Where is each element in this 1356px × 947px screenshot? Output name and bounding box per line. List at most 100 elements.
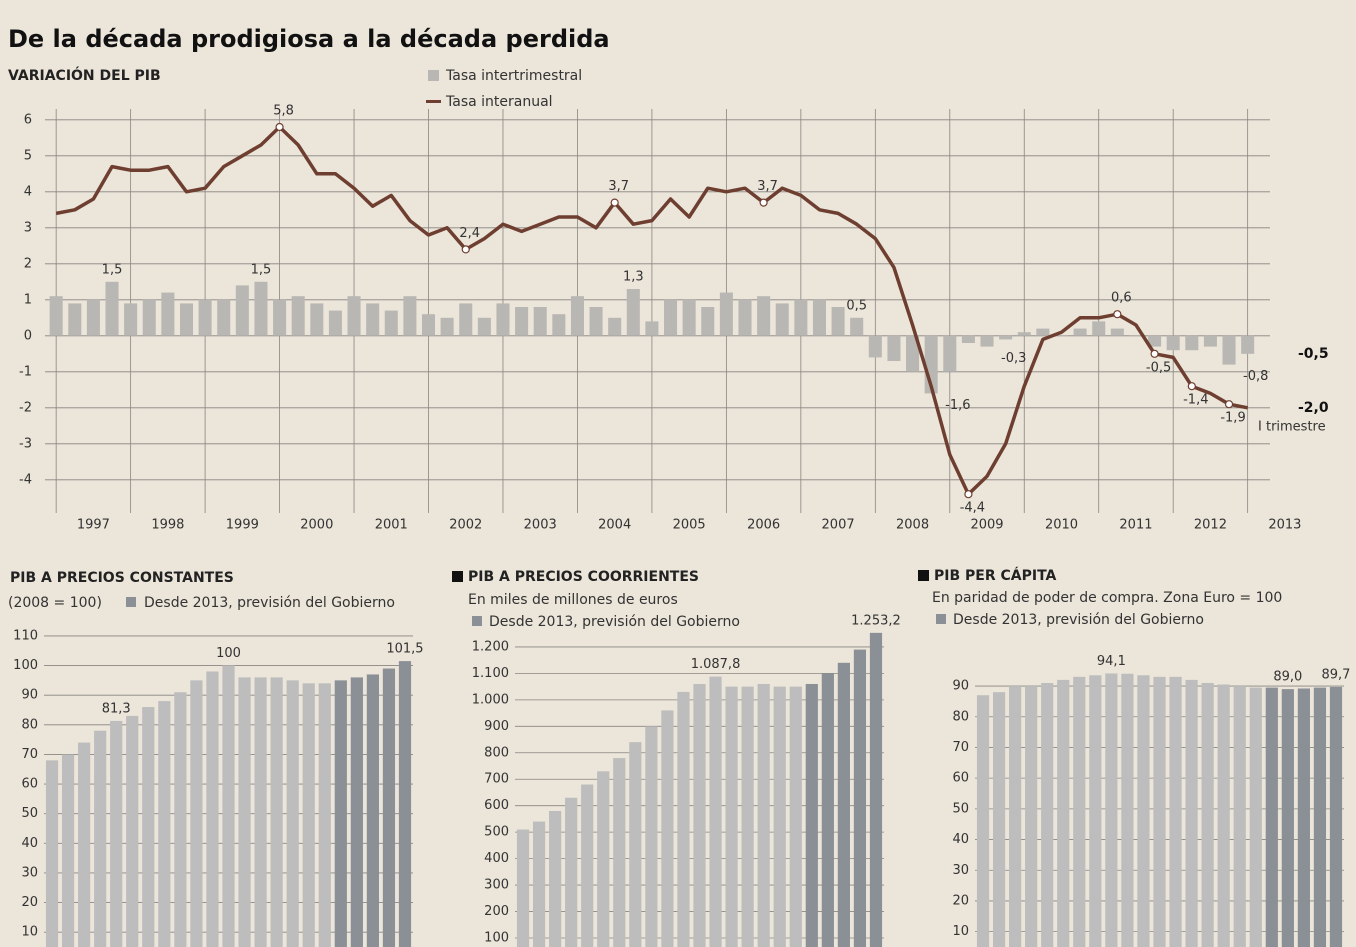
bar: [597, 771, 610, 947]
bar: [682, 299, 696, 336]
y-tick-label: 100: [13, 658, 38, 673]
data-label: 0,5: [846, 298, 867, 313]
legend-label: Desde 2013, previsión del Gobierno: [953, 612, 1204, 628]
subtitle: VARIACIÓN DEL PIB: [8, 66, 161, 84]
main-title: De la década prodigiosa a la década perd…: [8, 25, 610, 53]
bar: [1222, 335, 1236, 365]
bar: [334, 680, 347, 947]
panel-title: PIB A PRECIOS COORRIENTES: [468, 569, 699, 585]
annotation: I trimestre: [1258, 420, 1326, 435]
data-label: 1.087,8: [691, 657, 741, 672]
bar: [709, 676, 722, 947]
bar: [1129, 335, 1143, 337]
y-tick-label: 1: [24, 292, 32, 307]
bar: [1041, 682, 1054, 947]
bar: [45, 760, 59, 947]
bar: [222, 665, 235, 947]
x-tick-label: 2001: [375, 518, 408, 533]
bar: [1073, 676, 1086, 947]
data-label: -1,9: [1220, 411, 1245, 426]
y-tick-label: 200: [484, 904, 509, 919]
bar: [664, 299, 678, 336]
legend-label: Tasa interanual: [445, 94, 553, 110]
bar: [270, 677, 283, 947]
y-tick-label: 90: [21, 688, 38, 703]
legend-swatch: [472, 616, 482, 626]
y-tick-label: 80: [952, 709, 969, 724]
bar: [366, 674, 379, 947]
bar: [310, 303, 324, 336]
bar: [992, 692, 1006, 947]
y-tick-label: 1.000: [472, 692, 509, 707]
bar: [291, 296, 305, 336]
bar: [198, 299, 212, 336]
bar: [496, 303, 510, 336]
panel-subtitle: En paridad de poder de compra. Zona Euro…: [932, 590, 1282, 606]
bar: [853, 649, 867, 947]
bar: [384, 310, 398, 336]
bar: [999, 335, 1013, 340]
bar: [105, 281, 119, 336]
y-tick-label: 700: [484, 772, 509, 787]
bar: [302, 683, 315, 947]
bar: [235, 285, 249, 336]
y-tick-label: 10: [952, 924, 969, 939]
x-tick-label: 2000: [300, 518, 333, 533]
y-tick-label: 900: [484, 719, 509, 734]
point-marker: [1150, 349, 1159, 358]
y-tick-label: 1.100: [472, 666, 509, 681]
bar: [238, 677, 251, 947]
bar: [565, 797, 578, 947]
bar: [532, 821, 546, 947]
bar: [549, 810, 562, 947]
bar: [789, 686, 802, 947]
y-tick-label: 800: [484, 745, 509, 760]
legend-label: Tasa intertrimestral: [445, 68, 582, 84]
x-tick-label: 2009: [970, 518, 1003, 533]
y-tick-label: -2: [19, 400, 32, 415]
bar: [190, 680, 203, 947]
bar: [1201, 682, 1214, 947]
bar: [94, 730, 107, 947]
bar: [812, 299, 826, 336]
bar: [1148, 335, 1162, 347]
y-tick-label: 0: [24, 328, 32, 343]
bar: [161, 292, 175, 336]
bar: [350, 677, 363, 947]
bar: [645, 726, 658, 947]
y-tick-label: 70: [21, 747, 38, 762]
bar: [61, 754, 75, 947]
bar: [976, 695, 990, 947]
bar: [1105, 673, 1118, 947]
bar: [837, 662, 850, 947]
x-tick-label: 2012: [1194, 518, 1227, 533]
data-label: 89,7: [1322, 667, 1351, 682]
bar: [254, 281, 268, 336]
y-tick-label: 6: [24, 112, 32, 127]
bar: [1297, 688, 1310, 947]
bar: [626, 289, 640, 336]
bar: [1121, 673, 1134, 947]
bar: [757, 683, 770, 947]
y-tick-label: 70: [952, 740, 969, 755]
y-tick-label: 600: [484, 798, 509, 813]
bar: [645, 321, 659, 336]
bar: [613, 758, 626, 947]
data-label: 1.253,2: [851, 613, 901, 628]
data-label: 1,5: [251, 262, 272, 277]
y-tick-label: -1: [19, 364, 32, 379]
panel-marker: [918, 570, 929, 581]
bar: [382, 668, 396, 947]
bar: [398, 661, 412, 947]
panel-marker: [452, 571, 463, 582]
legend-swatch: [426, 100, 441, 103]
bar: [142, 299, 156, 336]
x-tick-label: 2011: [1119, 518, 1152, 533]
bar: [1054, 335, 1069, 337]
bar: [1313, 687, 1327, 947]
data-label: 100: [216, 646, 241, 661]
bar: [124, 303, 138, 336]
bar: [906, 335, 920, 372]
bar: [741, 686, 754, 947]
panel-title: PIB A PRECIOS CONSTANTES: [10, 570, 234, 586]
